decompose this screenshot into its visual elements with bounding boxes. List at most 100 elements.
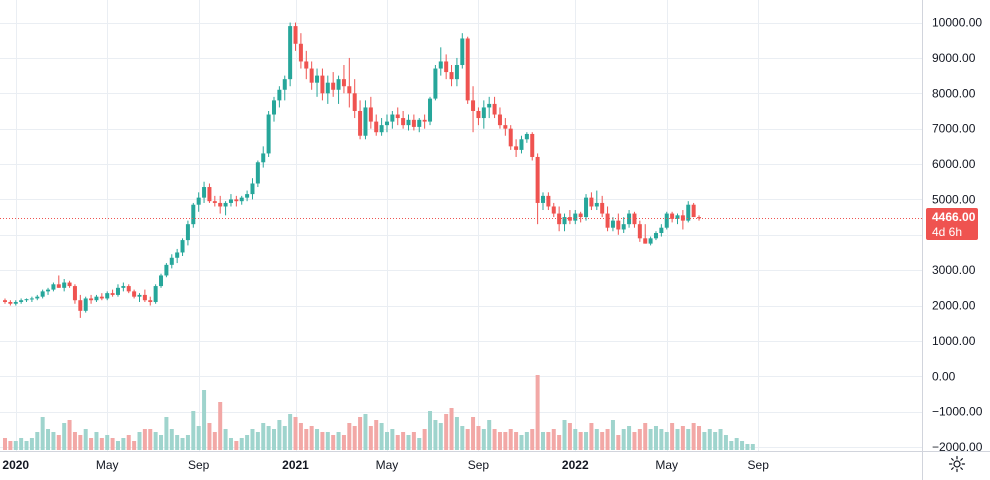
volume-bar <box>153 432 158 450</box>
candle-body <box>508 128 513 147</box>
price-label-box <box>926 208 978 240</box>
candle-body <box>153 286 158 302</box>
candle-body <box>99 296 104 299</box>
candle <box>465 36 470 104</box>
candle <box>433 65 438 101</box>
volume-bar <box>110 438 115 450</box>
candle-body <box>686 204 691 221</box>
volume-bar <box>341 435 346 450</box>
candle-body <box>589 197 594 207</box>
candle <box>379 118 384 136</box>
candle-body <box>272 100 276 115</box>
volume-bar <box>347 423 352 450</box>
candle <box>422 114 427 129</box>
volume-bar <box>454 417 459 450</box>
candle-body <box>13 301 18 304</box>
volume-bar <box>471 417 476 450</box>
candle-body <box>159 275 164 287</box>
candle-body <box>347 86 352 94</box>
candle-body <box>121 286 126 288</box>
candle-body <box>164 264 169 276</box>
candle <box>508 125 513 150</box>
candle <box>428 96 433 126</box>
volume-bar <box>653 426 658 450</box>
volume-bar <box>374 420 379 450</box>
volume-bar <box>148 429 153 450</box>
candle <box>524 132 529 143</box>
volume-bar <box>282 426 287 450</box>
candle <box>352 79 357 119</box>
volume-bar <box>29 438 34 450</box>
candle-body <box>551 206 556 214</box>
volume-bar <box>72 432 77 450</box>
candle-body <box>417 119 422 127</box>
candle-body <box>67 282 72 287</box>
volume-bar <box>250 429 255 450</box>
candle <box>621 217 626 234</box>
candle-body <box>277 89 282 101</box>
x-tick-label: Sep <box>748 458 770 472</box>
volume-bar <box>272 429 276 450</box>
candle-body <box>8 301 13 304</box>
candle-body <box>535 156 540 203</box>
volume-bar <box>546 432 551 450</box>
candle-body <box>207 187 212 202</box>
volume-bar <box>325 432 330 450</box>
volume-bar <box>315 429 320 450</box>
candle-body <box>562 217 567 225</box>
candle <box>411 114 416 131</box>
candle-body <box>175 252 180 258</box>
candle <box>51 282 56 292</box>
candle-body <box>675 215 680 219</box>
time-axis[interactable]: 2020 May Sep 2021 May Sep 2022 May Sep <box>2 458 769 472</box>
volume-bar <box>62 423 67 450</box>
volume-bar <box>245 435 250 450</box>
candle-body <box>78 300 83 311</box>
candle-body <box>621 224 626 230</box>
candle-body <box>368 107 373 122</box>
volume-bar <box>51 432 56 450</box>
candle-body <box>514 146 519 150</box>
candle <box>83 296 88 313</box>
candle <box>643 224 648 244</box>
volume-bars <box>3 375 755 450</box>
volume-bar <box>600 432 605 450</box>
volume-bar <box>196 426 201 450</box>
candle-body <box>487 103 492 108</box>
volume-bar <box>723 435 728 450</box>
candle <box>105 291 110 301</box>
volume-bar <box>750 444 755 450</box>
settings-button[interactable] <box>948 455 972 477</box>
candle <box>648 236 653 246</box>
candle <box>62 278 67 292</box>
volume-bar <box>255 432 260 450</box>
candle <box>390 110 395 129</box>
candle-body <box>401 118 406 126</box>
candle-body <box>228 199 233 203</box>
volume-bar <box>288 414 293 450</box>
candle <box>196 192 201 212</box>
candle <box>24 298 29 302</box>
volume-bar <box>713 432 718 450</box>
candle <box>573 210 578 225</box>
candle-body <box>298 43 303 62</box>
candle <box>239 195 244 205</box>
candle <box>315 68 320 97</box>
candle <box>164 263 169 278</box>
candle-body <box>29 298 34 300</box>
volume-bar <box>406 435 411 450</box>
volume-bar <box>697 426 702 450</box>
volume-bar <box>428 411 433 450</box>
volume-bar <box>584 432 589 450</box>
candle <box>94 294 99 302</box>
candle <box>110 289 115 297</box>
candle-body <box>255 162 260 184</box>
volume-bar <box>524 432 529 450</box>
volume-bar <box>401 432 406 450</box>
volume-bar <box>476 426 481 450</box>
candle-body <box>567 217 572 221</box>
candle <box>202 181 207 203</box>
candle-body <box>616 220 621 230</box>
